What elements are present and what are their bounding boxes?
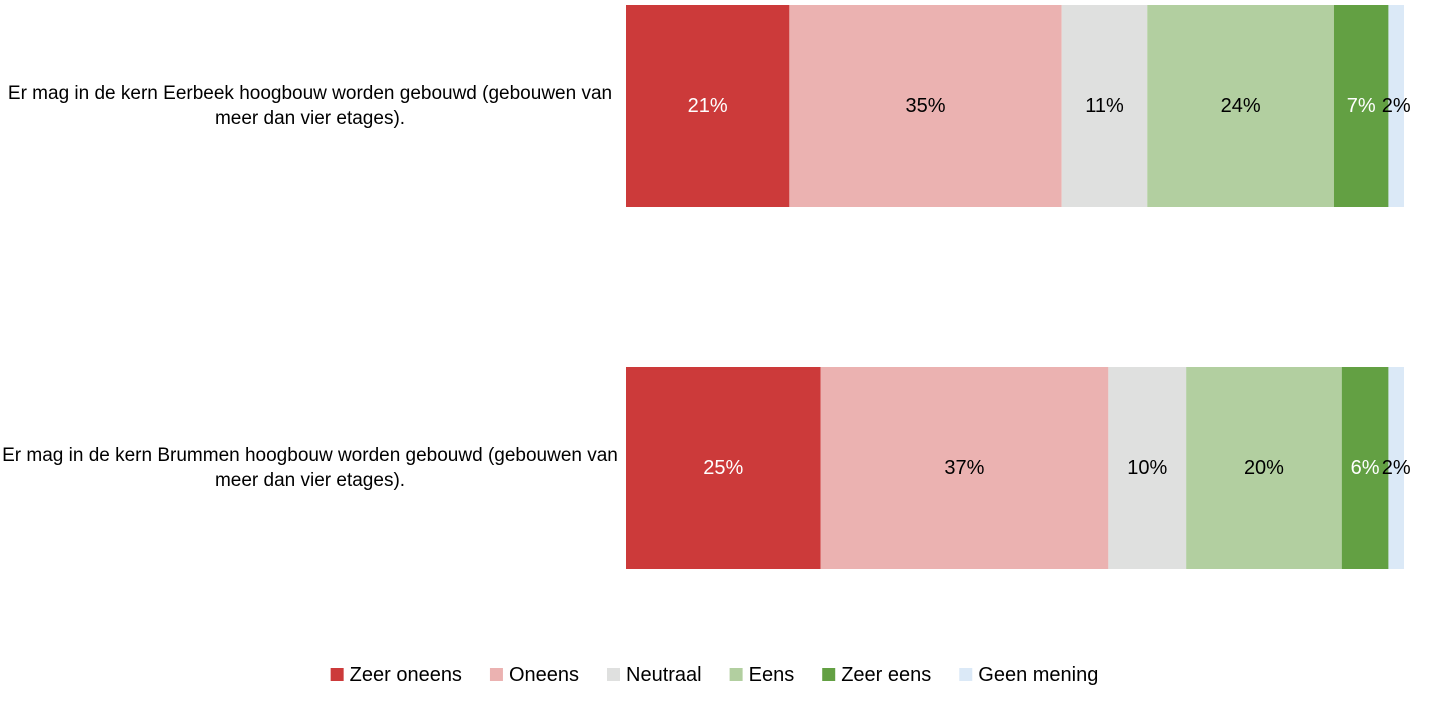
legend-label: Neutraal	[626, 664, 702, 686]
bar-segment	[1108, 367, 1187, 569]
legend-swatch	[959, 668, 973, 681]
bar-segment	[1341, 367, 1389, 569]
legend-label: Geen mening	[978, 664, 1098, 686]
bar-segment	[626, 5, 790, 207]
bar-segment	[1147, 5, 1334, 207]
bar-segment	[1333, 5, 1389, 207]
data-label: 20%	[1244, 457, 1284, 479]
legend-swatch	[607, 668, 621, 681]
data-label: 2%	[1382, 95, 1411, 117]
category-label: Er mag in de kern Brummen hoogbouw worde…	[2, 445, 618, 491]
data-label: 35%	[906, 95, 946, 117]
legend-label: Zeer oneens	[350, 664, 462, 686]
bar-segment	[626, 367, 821, 569]
data-label: 7%	[1347, 95, 1376, 117]
data-label: 25%	[703, 457, 743, 479]
data-label: 2%	[1382, 457, 1411, 479]
data-label: 6%	[1351, 457, 1380, 479]
bar-segment	[1186, 367, 1342, 569]
legend-label: Eens	[749, 664, 795, 686]
bar-segment	[1388, 5, 1404, 207]
bar-segment	[789, 5, 1062, 207]
data-label: 10%	[1127, 457, 1167, 479]
bar-segment	[1388, 367, 1404, 569]
data-label: 37%	[944, 457, 984, 479]
bar-segment	[1061, 5, 1148, 207]
category-label: Er mag in de kern Eerbeek hoogbouw worde…	[7, 83, 613, 129]
data-label: 11%	[1085, 95, 1124, 117]
legend-swatch	[330, 668, 344, 681]
bar-segment	[820, 367, 1109, 569]
legend-label: Zeer eens	[841, 664, 931, 686]
legend-swatch	[489, 668, 503, 681]
legend-swatch	[822, 668, 836, 681]
legend-swatch	[729, 668, 743, 681]
data-label: 24%	[1221, 95, 1261, 117]
legend-label: Oneens	[509, 664, 579, 686]
data-label: 21%	[688, 95, 728, 117]
